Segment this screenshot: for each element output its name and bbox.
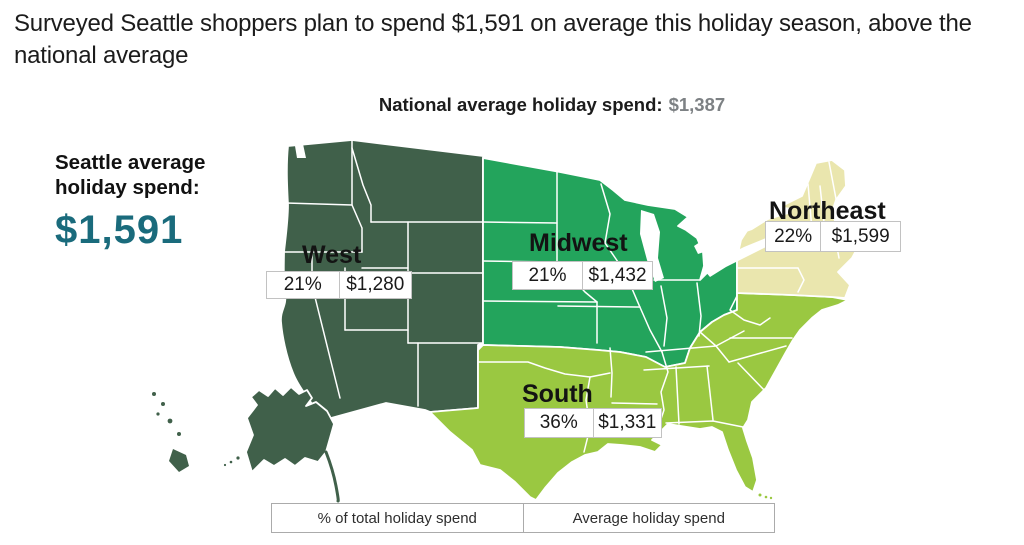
- map-long-island: [801, 256, 827, 268]
- lake-erie: [704, 238, 772, 277]
- midwest-pct-value: 21%: [528, 264, 567, 286]
- alaska-mainland: [245, 386, 335, 473]
- west-avg-value: $1,280: [338, 272, 412, 298]
- region-label-south: South: [522, 380, 593, 408]
- midwest-avg-value: $1,432: [582, 262, 652, 289]
- seattle-average-value: $1,591: [55, 208, 184, 252]
- seattle-average-label-line2: holiday spend:: [55, 176, 200, 199]
- hawaii-island: [161, 402, 165, 406]
- lake-superior: [556, 148, 672, 206]
- stat-box-west: 21% $1,280: [266, 271, 412, 299]
- lake-michigan: [640, 210, 664, 282]
- hawaii-big-island: [169, 449, 189, 472]
- national-average-line: National average holiday spend: $1,387: [180, 94, 924, 116]
- stat-box-midwest: 21% $1,432: [512, 261, 653, 290]
- legend: % of total holiday spend Average holiday…: [271, 503, 775, 533]
- national-average-value: $1,387: [668, 94, 726, 115]
- aleutian-island: [223, 463, 227, 467]
- region-label-northeast: Northeast: [769, 197, 886, 225]
- stat-box-south: 36% $1,331: [524, 408, 662, 438]
- northeast-avg-value: $1,599: [820, 222, 900, 251]
- lake-huron: [680, 198, 724, 244]
- legend-pct-label: % of total holiday spend: [317, 509, 477, 527]
- map-alaska: [223, 386, 340, 503]
- key-island: [764, 495, 768, 499]
- west-pct-value: 21%: [283, 274, 322, 295]
- key-island: [769, 496, 773, 500]
- aleutian-island: [229, 460, 233, 464]
- map-hawaii: [152, 392, 189, 472]
- lake-ontario: [744, 206, 790, 232]
- south-avg-value: $1,331: [592, 409, 662, 437]
- region-label-west: West: [302, 241, 362, 269]
- puget-sound: [295, 144, 306, 158]
- page-title: Surveyed Seattle shoppers plan to spend …: [14, 10, 972, 69]
- region-label-midwest: Midwest: [529, 229, 628, 257]
- national-average-label: National average holiday spend:: [378, 94, 663, 115]
- hawaii-island: [156, 412, 160, 416]
- florida-keys: [758, 493, 773, 500]
- seattle-average-block: Seattle average holiday spend: $1,591: [55, 150, 205, 253]
- seattle-average-label-line1: Seattle average: [55, 151, 206, 174]
- state-borders-south: [477, 295, 793, 453]
- legend-avg-label: Average holiday spend: [522, 504, 775, 532]
- saginaw-bay: [694, 242, 704, 254]
- map-region-south: [429, 292, 849, 501]
- stat-box-northeast: 22% $1,599: [765, 221, 901, 252]
- key-island: [758, 493, 762, 497]
- alaska-panhandle: [324, 450, 340, 503]
- hawaii-island: [152, 392, 156, 396]
- great-lakes: [295, 144, 790, 282]
- northeast-pct-value: 22%: [774, 225, 813, 247]
- aleutian-island: [236, 456, 240, 460]
- hawaii-island: [167, 418, 173, 424]
- hawaii-island: [177, 432, 181, 436]
- south-pct-value: 36%: [539, 412, 578, 433]
